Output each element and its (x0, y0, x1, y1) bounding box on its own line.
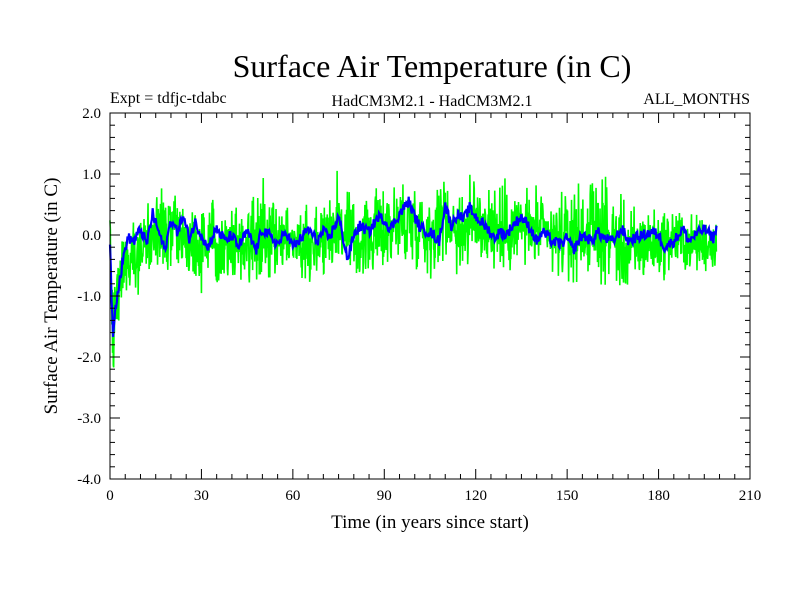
y-tick-label: -4.0 (77, 472, 101, 488)
y-axis-label: Surface Air Temperature (in C) (41, 178, 62, 415)
x-tick-label: 30 (194, 488, 209, 504)
x-axis-label: Time (in years since start) (331, 512, 529, 533)
x-tick-label: 210 (739, 488, 762, 504)
y-tick-label: -2.0 (77, 350, 101, 366)
y-tick-label: 0.0 (82, 228, 101, 244)
chart-title: Surface Air Temperature (in C) (233, 48, 632, 84)
x-tick-label: 0 (106, 488, 114, 504)
x-tick-label: 120 (464, 488, 487, 504)
chart-subtitle-models: HadCM3M2.1 - HadCM3M2.1 (332, 93, 533, 110)
x-tick-label: 90 (377, 488, 392, 504)
chart-subtitle-months: ALL_MONTHS (643, 91, 750, 108)
chart-subtitle-experiment: Expt = tdfjc-tdabc (110, 90, 227, 107)
series-smoothed-line (108, 196, 718, 337)
x-tick-label: 150 (556, 488, 579, 504)
y-tick-label: 1.0 (82, 167, 101, 183)
x-tick-label: 180 (647, 488, 670, 504)
plot-frame (109, 112, 751, 480)
axes: 0 30 60 90 120 150 180 210 2.0 1.0 0.0 -1.0 -2.0 -3.0… (77, 106, 761, 504)
y-tick-label: -1.0 (77, 289, 101, 305)
y-tick-label: -3.0 (77, 411, 101, 427)
y-tick-label: 2.0 (82, 106, 101, 122)
series-monthly-line (109, 170, 718, 368)
plot-area (108, 170, 718, 368)
x-tick-label: 60 (285, 488, 300, 504)
